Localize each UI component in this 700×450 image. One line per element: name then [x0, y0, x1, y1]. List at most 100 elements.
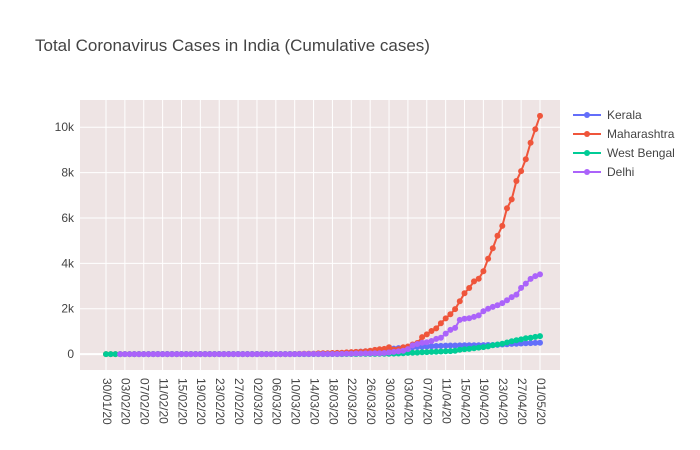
- data-point: [419, 339, 426, 346]
- data-point: [353, 350, 359, 357]
- data-point: [409, 342, 416, 349]
- data-point: [423, 331, 430, 338]
- data-point: [428, 348, 435, 355]
- data-point: [513, 178, 520, 184]
- legend-item-delhi[interactable]: Delhi: [573, 165, 634, 179]
- data-point: [489, 245, 496, 252]
- data-point: [272, 351, 279, 358]
- legend-item-west-bengal[interactable]: West Bengal: [573, 146, 675, 160]
- data-point: [357, 350, 364, 357]
- data-point: [513, 337, 520, 344]
- data-point: [362, 350, 369, 357]
- data-point: [244, 351, 251, 358]
- data-point: [513, 291, 520, 298]
- data-point: [121, 351, 128, 358]
- plot-background: [80, 100, 560, 370]
- x-tick-label: 23/04/20: [496, 378, 510, 425]
- data-point: [537, 339, 543, 346]
- data-point: [447, 348, 454, 355]
- y-axis-ticks: 0 2k 4k 6k 8k 10k: [55, 120, 75, 361]
- legend-item-kerala[interactable]: Kerala: [573, 108, 642, 122]
- y-tick-label: 0: [67, 347, 74, 361]
- data-point: [164, 351, 171, 358]
- data-point: [466, 345, 473, 352]
- legend-item-maharashtra[interactable]: Maharashtra: [573, 127, 675, 141]
- data-point: [456, 298, 463, 305]
- data-point: [112, 351, 119, 358]
- legend-label: Maharashtra: [607, 127, 675, 141]
- data-point: [423, 339, 430, 346]
- data-point: [211, 351, 218, 358]
- legend-swatch-marker: [584, 112, 590, 118]
- data-point: [220, 351, 227, 358]
- legend[interactable]: Kerala Maharashtra West Bengal Delhi: [573, 108, 675, 179]
- data-point: [480, 268, 487, 275]
- data-point: [480, 308, 487, 315]
- x-tick-label: 23/02/20: [213, 378, 227, 425]
- data-point: [437, 320, 444, 327]
- data-point: [447, 311, 454, 318]
- data-point: [145, 351, 152, 358]
- data-point: [522, 340, 529, 347]
- x-tick-label: 14/03/20: [307, 378, 321, 425]
- data-point: [433, 335, 440, 342]
- data-point: [475, 312, 482, 319]
- y-tick-label: 4k: [61, 256, 75, 270]
- data-point: [419, 334, 426, 341]
- data-point: [103, 351, 109, 358]
- data-point: [117, 351, 124, 358]
- x-axis-ticks: 30/01/20 03/02/20 07/02/20 11/02/20 15/02/20…: [100, 378, 548, 425]
- data-point: [504, 339, 510, 346]
- data-point: [206, 351, 213, 358]
- data-point: [329, 351, 336, 357]
- legend-label: Kerala: [607, 108, 642, 122]
- data-point: [305, 351, 312, 357]
- data-point: [471, 278, 477, 285]
- data-point: [485, 305, 492, 312]
- y-tick-label: 10k: [55, 120, 75, 134]
- data-point: [485, 255, 492, 262]
- data-point: [320, 351, 326, 357]
- data-point: [537, 271, 543, 278]
- x-tick-label: 07/02/20: [138, 378, 152, 425]
- data-point: [489, 342, 496, 349]
- data-point: [315, 351, 322, 357]
- data-point: [334, 351, 341, 357]
- data-point: [324, 351, 331, 357]
- data-point: [475, 344, 482, 351]
- data-point: [461, 290, 468, 297]
- data-point: [537, 333, 543, 340]
- data-point: [258, 351, 265, 358]
- data-point: [404, 346, 411, 353]
- x-tick-label: 19/04/20: [477, 378, 491, 425]
- data-point: [310, 351, 317, 357]
- data-point: [518, 336, 525, 343]
- legend-label: West Bengal: [607, 146, 675, 160]
- data-point: [414, 341, 421, 347]
- data-point: [287, 351, 293, 358]
- data-point: [504, 297, 510, 304]
- data-point: [508, 338, 515, 345]
- data-point: [291, 351, 298, 358]
- data-point: [494, 341, 501, 348]
- data-point: [371, 350, 378, 357]
- x-tick-label: 15/02/20: [175, 378, 189, 425]
- x-tick-label: 03/04/20: [402, 378, 416, 425]
- data-point: [499, 300, 506, 307]
- data-point: [395, 348, 402, 355]
- data-point: [296, 351, 303, 357]
- y-tick-label: 2k: [61, 302, 75, 316]
- data-point: [452, 342, 459, 349]
- data-point: [452, 306, 459, 313]
- data-point: [178, 351, 185, 358]
- legend-swatch-marker: [584, 169, 590, 175]
- data-point: [522, 280, 529, 287]
- data-point: [192, 351, 199, 358]
- legend-swatch-marker: [584, 150, 590, 156]
- data-point: [414, 349, 421, 356]
- data-point: [282, 351, 289, 358]
- data-point: [527, 139, 534, 146]
- data-point: [494, 232, 501, 239]
- data-point: [376, 350, 383, 357]
- series-delhi: [117, 271, 543, 358]
